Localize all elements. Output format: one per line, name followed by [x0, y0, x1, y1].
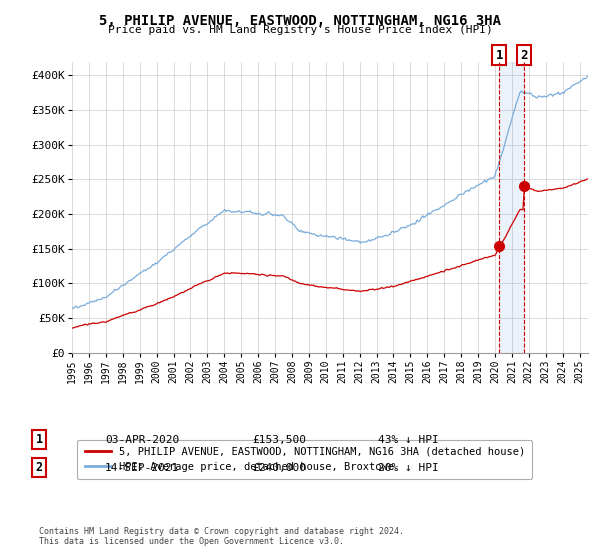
Text: 1: 1 [35, 433, 43, 446]
Text: 14-SEP-2021: 14-SEP-2021 [105, 463, 179, 473]
Text: £153,500: £153,500 [252, 435, 306, 445]
Text: 2: 2 [35, 461, 43, 474]
Text: Price paid vs. HM Land Registry's House Price Index (HPI): Price paid vs. HM Land Registry's House … [107, 25, 493, 35]
Text: 03-APR-2020: 03-APR-2020 [105, 435, 179, 445]
Bar [499, 62, 524, 353]
Text: 5, PHILIP AVENUE, EASTWOOD, NOTTINGHAM, NG16 3HA: 5, PHILIP AVENUE, EASTWOOD, NOTTINGHAM, … [99, 14, 501, 28]
Text: 20% ↓ HPI: 20% ↓ HPI [378, 463, 439, 473]
Text: 43% ↓ HPI: 43% ↓ HPI [378, 435, 439, 445]
Text: 1: 1 [496, 49, 503, 62]
Text: £240,000: £240,000 [252, 463, 306, 473]
Text: 2: 2 [520, 49, 528, 62]
Text: Contains HM Land Registry data © Crown copyright and database right 2024.
This d: Contains HM Land Registry data © Crown c… [39, 526, 404, 546]
Legend: 5, PHILIP AVENUE, EASTWOOD, NOTTINGHAM, NG16 3HA (detached house), HPI: Average : 5, PHILIP AVENUE, EASTWOOD, NOTTINGHAM, … [77, 440, 532, 479]
